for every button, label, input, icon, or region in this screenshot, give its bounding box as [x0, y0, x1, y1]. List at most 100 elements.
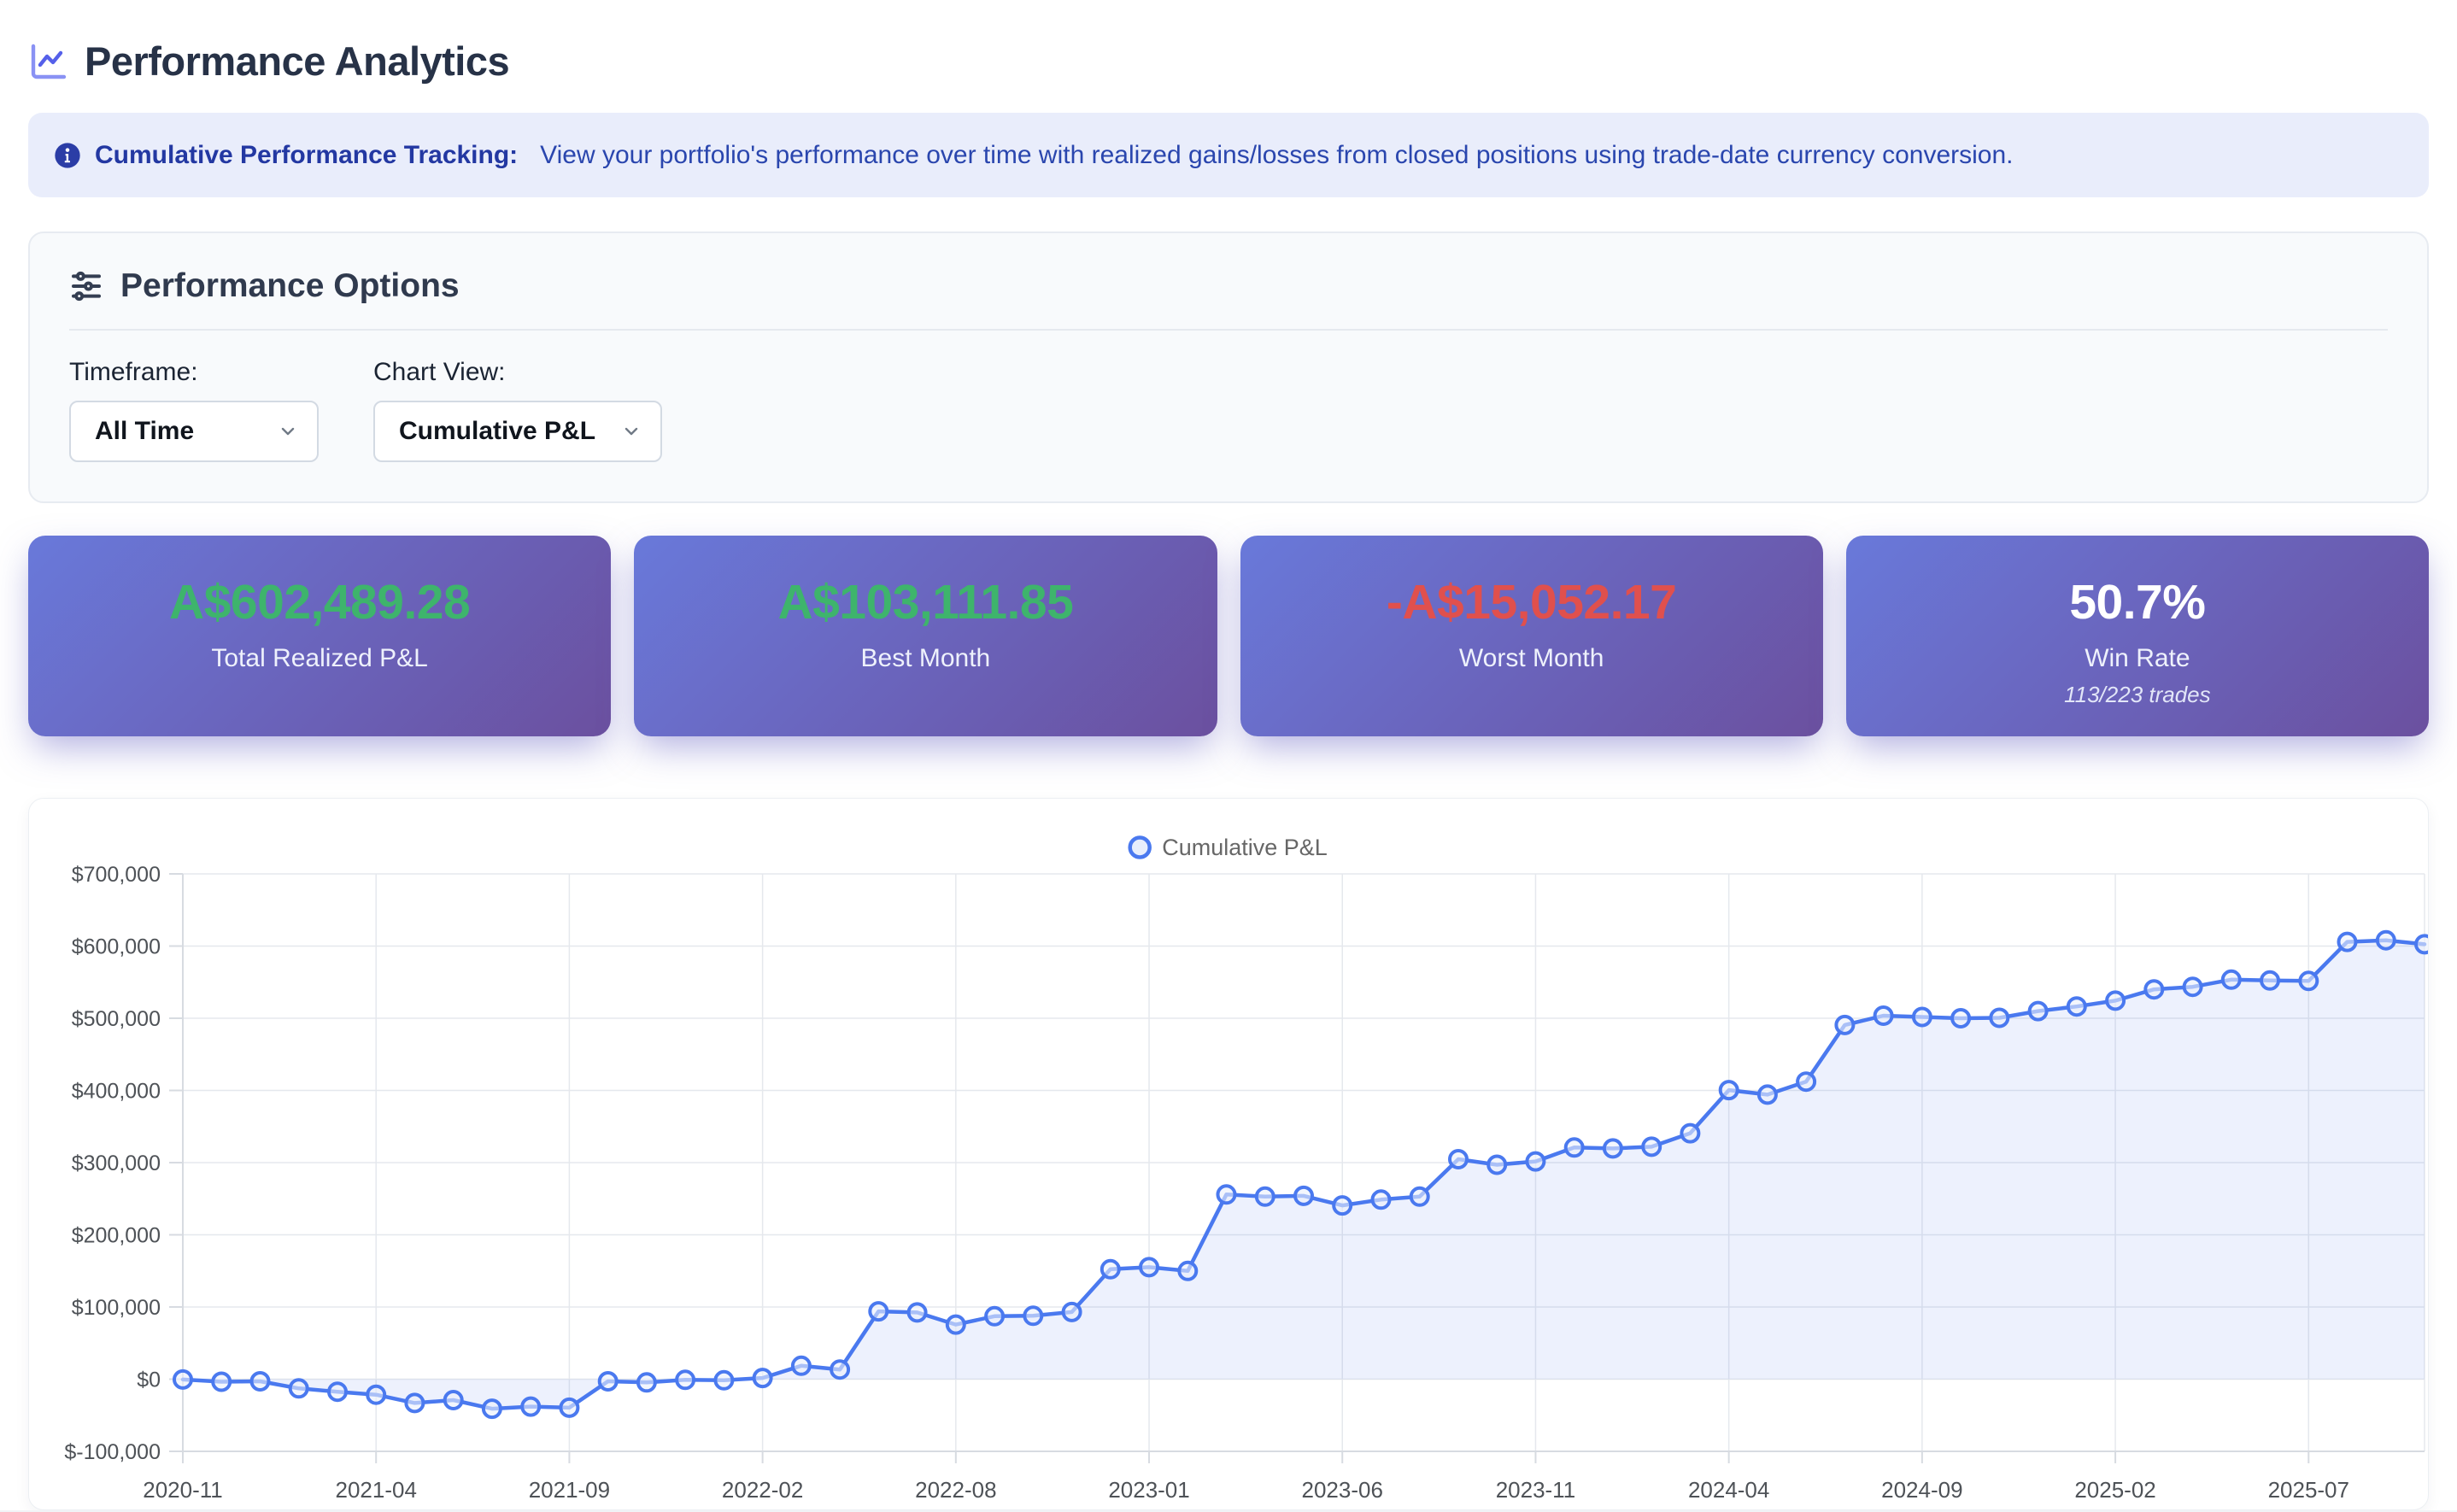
- chart-point[interactable]: [1370, 1189, 1392, 1210]
- chart-point[interactable]: [2260, 970, 2280, 991]
- chart-point[interactable]: [2182, 976, 2203, 998]
- chart-legend[interactable]: Cumulative P&L: [1128, 835, 1328, 860]
- chart-point[interactable]: [1177, 1260, 1199, 1281]
- chart-point[interactable]: [752, 1368, 773, 1389]
- chart-point[interactable]: [1099, 1258, 1121, 1280]
- chart-point[interactable]: [1254, 1186, 1275, 1207]
- chart-point[interactable]: [2298, 970, 2319, 992]
- chart-point[interactable]: [2105, 990, 2126, 1011]
- next-section-edge: [0, 1510, 2457, 1512]
- options-title: Performance Options: [120, 267, 460, 304]
- performance-options-panel: Performance Options Timeframe: All Time …: [28, 231, 2429, 503]
- chart-point[interactable]: [2027, 1000, 2049, 1022]
- chart-point[interactable]: [1139, 1257, 1159, 1278]
- chart-point[interactable]: [404, 1392, 425, 1414]
- chart-point[interactable]: [906, 1302, 928, 1323]
- timeframe-value: All Time: [95, 417, 195, 445]
- chart-point[interactable]: [1332, 1195, 1353, 1216]
- x-axis-label: 2022-02: [722, 1477, 803, 1503]
- chart-point[interactable]: [1718, 1080, 1739, 1101]
- chart-point[interactable]: [1641, 1136, 1662, 1157]
- chart-point[interactable]: [1293, 1185, 1314, 1206]
- stat-card-total-realized-pl: A$602,489.28 Total Realized P&L: [28, 536, 612, 736]
- chart-point[interactable]: [327, 1381, 348, 1403]
- y-axis-label: $100,000: [72, 1296, 161, 1320]
- chart-point[interactable]: [675, 1369, 696, 1391]
- chart-point[interactable]: [211, 1371, 232, 1392]
- chart-point[interactable]: [1834, 1014, 1856, 1035]
- chart-point[interactable]: [830, 1359, 851, 1380]
- chart-point[interactable]: [1756, 1084, 1778, 1105]
- x-axis-label: 2021-04: [335, 1477, 416, 1503]
- timeframe-select[interactable]: All Time: [69, 401, 319, 462]
- chart-area-fill: [183, 940, 2425, 1409]
- chart-point[interactable]: [1989, 1007, 2010, 1029]
- stat-card-win-rate: 50.7% Win Rate 113/223 trades: [1845, 536, 2429, 736]
- stat-value: A$103,111.85: [777, 575, 1074, 630]
- chart-point[interactable]: [1409, 1186, 1430, 1207]
- chart-point[interactable]: [288, 1378, 309, 1399]
- chart-card: $700,000 $600,000 $500,000 $400,000 $300,000…: [28, 798, 2429, 1510]
- legend-label: Cumulative P&L: [1162, 835, 1328, 860]
- banner-title: Cumulative Performance Tracking:: [95, 140, 519, 169]
- chart-view-select[interactable]: Cumulative P&L: [373, 401, 663, 462]
- stat-card-worst-month: -A$15,052.17 Worst Month: [1240, 536, 1823, 736]
- x-axis-label: 2021-09: [529, 1477, 610, 1503]
- x-axis-label: 2023-01: [1108, 1477, 1189, 1503]
- stat-label: Total Realized P&L: [211, 644, 428, 672]
- info-icon: [55, 142, 80, 168]
- chevron-down-icon: [281, 427, 295, 436]
- chart-points: [173, 929, 2428, 1420]
- chart-point[interactable]: [2066, 996, 2087, 1017]
- stat-card-best-month: A$103,111.85 Best Month: [634, 536, 1217, 736]
- stat-label: Best Month: [860, 644, 991, 672]
- chart-point[interactable]: [1487, 1154, 1508, 1175]
- legend-marker: [1128, 835, 1152, 859]
- chart-point[interactable]: [1911, 1006, 1932, 1028]
- chart-point[interactable]: [1796, 1071, 1817, 1093]
- chart-point[interactable]: [443, 1390, 464, 1410]
- chart-point[interactable]: [2220, 969, 2242, 990]
- chart-point[interactable]: [481, 1398, 502, 1420]
- divider: [69, 329, 2388, 331]
- chart-point[interactable]: [173, 1368, 193, 1390]
- chart-point[interactable]: [945, 1314, 966, 1335]
- chart-point[interactable]: [868, 1301, 889, 1322]
- chart-point[interactable]: [1216, 1184, 1237, 1205]
- timeframe-label: Timeframe:: [69, 358, 198, 386]
- stat-value: 50.7%: [2069, 575, 2206, 630]
- y-axis-label: $500,000: [72, 1007, 161, 1031]
- chart-point[interactable]: [2375, 929, 2396, 951]
- chart-point[interactable]: [1563, 1137, 1585, 1158]
- chart-point[interactable]: [366, 1384, 387, 1405]
- chart-point[interactable]: [1448, 1149, 1469, 1169]
- chart-point[interactable]: [1602, 1138, 1623, 1159]
- x-axis-label: 2024-09: [1881, 1477, 1962, 1503]
- page-header: Performance Analytics: [28, 0, 2429, 85]
- x-axis-label: 2023-06: [1302, 1477, 1383, 1503]
- chart-point[interactable]: [2337, 931, 2358, 952]
- chart-point[interactable]: [636, 1372, 657, 1393]
- chart-point[interactable]: [559, 1397, 580, 1418]
- chart-point[interactable]: [2414, 934, 2428, 955]
- chart-point[interactable]: [1525, 1151, 1546, 1172]
- chart-point[interactable]: [984, 1305, 1006, 1327]
- cumulative-pnl-chart[interactable]: $700,000 $600,000 $500,000 $400,000 $300,000…: [29, 799, 2428, 1509]
- chart-point[interactable]: [2143, 979, 2165, 1000]
- chart-point[interactable]: [713, 1369, 735, 1391]
- chart-point[interactable]: [1873, 1005, 1894, 1026]
- x-axis-label: 2023-11: [1496, 1477, 1576, 1503]
- chart-point[interactable]: [1680, 1122, 1701, 1144]
- chart-point[interactable]: [249, 1371, 271, 1392]
- chart-grid: $700,000 $600,000 $500,000 $400,000 $300,000…: [64, 863, 2425, 1503]
- chart-point[interactable]: [1023, 1305, 1044, 1327]
- chart-point[interactable]: [1061, 1301, 1082, 1322]
- page-title: Performance Analytics: [85, 38, 510, 84]
- chart-point[interactable]: [790, 1355, 812, 1376]
- chart-point[interactable]: [597, 1371, 619, 1392]
- y-axis-label: $400,000: [72, 1080, 161, 1104]
- stat-label: Win Rate: [2085, 644, 2190, 672]
- chart-point[interactable]: [1950, 1008, 1972, 1029]
- y-axis-label: $700,000: [72, 863, 161, 887]
- chart-point[interactable]: [520, 1396, 542, 1417]
